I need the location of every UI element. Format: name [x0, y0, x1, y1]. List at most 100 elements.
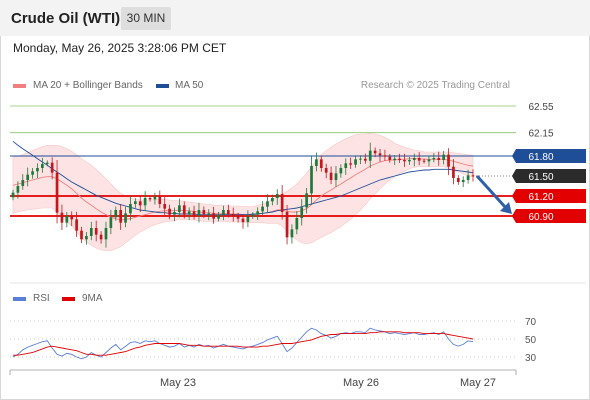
level-tag-61.20	[516, 189, 586, 203]
candle-body-68	[344, 163, 348, 168]
candle-body-4	[31, 171, 34, 175]
candle-body-92	[461, 180, 465, 182]
level-tag-61.50	[516, 169, 586, 183]
candle-body-72	[363, 158, 367, 161]
candle-body-31	[163, 204, 167, 209]
candle-body-76	[383, 155, 387, 157]
candle-body-82	[412, 158, 416, 160]
header-bar: Crude Oil (WTI) 30 MIN	[0, 0, 590, 36]
candle-body-13	[75, 219, 78, 231]
candle-body-62	[315, 159, 318, 166]
candle-body-20	[109, 217, 113, 228]
candle-body-64	[324, 168, 328, 173]
candle-body-24	[129, 204, 132, 214]
level-tag-pointer-61.80	[512, 149, 516, 163]
candle-body-29	[153, 196, 157, 200]
candle-body-2	[21, 180, 25, 186]
candle-body-55	[280, 194, 284, 212]
ma9-swatch	[62, 297, 75, 301]
candle-body-8	[50, 162, 54, 173]
candle-body-14	[80, 230, 83, 240]
candle-body-61	[310, 166, 313, 194]
rsi-tick-30: 30	[525, 353, 537, 364]
candle-body-88	[442, 154, 445, 160]
candle-body-42	[217, 214, 220, 219]
candle-body-65	[329, 172, 333, 180]
candle-body-33	[173, 212, 176, 215]
rsi-legend-label: RSI	[33, 293, 50, 304]
candle-body-32	[168, 208, 171, 215]
candle-body-53	[271, 198, 274, 202]
candle-body-94	[471, 175, 475, 177]
candle-body-19	[104, 228, 108, 240]
candle-body-63	[319, 159, 323, 168]
rsi-ma9-line	[13, 331, 474, 356]
x-tick-label-0: May 23	[160, 377, 196, 389]
candle-body-56	[285, 212, 289, 238]
level-label-62.15: 62.15	[528, 129, 553, 140]
candle-body-52	[266, 201, 269, 207]
level-label-61.80: 61.80	[528, 152, 553, 163]
candle-body-3	[26, 174, 30, 180]
candle-body-84	[422, 160, 426, 162]
candle-body-59	[300, 207, 304, 218]
candle-body-67	[339, 168, 343, 174]
forecast-arrow-head	[500, 202, 512, 214]
candle-body-47	[241, 218, 245, 222]
candle-body-90	[452, 166, 455, 178]
level-tag-pointer-60.90	[512, 209, 516, 223]
candle-body-83	[417, 158, 421, 161]
candle-body-43	[222, 210, 225, 215]
candle-body-93	[466, 175, 470, 180]
candle-body-54	[275, 194, 279, 198]
candle-body-51	[261, 206, 264, 212]
level-tag-60.90	[516, 209, 586, 223]
ma20-legend-label: MA 20 + Bollinger Bands	[33, 80, 143, 91]
level-label-61.50: 61.50	[528, 172, 553, 183]
candle-body-26	[138, 201, 142, 206]
candle-body-80	[403, 160, 406, 162]
ma9-legend-label: 9MA	[82, 293, 103, 304]
ma50-legend-label: MA 50	[175, 80, 204, 91]
candle-body-77	[388, 156, 392, 160]
candle-body-27	[143, 198, 147, 206]
candle-body-34	[178, 205, 181, 212]
instrument-title: Crude Oil (WTI)	[11, 10, 121, 27]
candle-body-12	[70, 216, 74, 220]
candle-body-40	[207, 213, 211, 215]
candle-body-21	[114, 210, 118, 218]
candle-body-5	[36, 168, 39, 172]
candle-body-86	[432, 158, 436, 160]
candle-body-60	[305, 193, 308, 208]
candle-body-81	[408, 160, 411, 162]
candle-body-18	[99, 234, 103, 240]
x-tick-label-2: May 27	[460, 377, 496, 389]
candle-body-11	[65, 216, 69, 223]
ma20-swatch	[13, 84, 26, 88]
candle-body-57	[290, 229, 294, 238]
level-tag-pointer-61.20	[512, 189, 516, 203]
level-tag-pointer-61.50	[512, 169, 516, 183]
candle-body-25	[133, 201, 137, 204]
candle-body-75	[378, 153, 382, 156]
candle-body-36	[187, 211, 191, 215]
candle-body-17	[94, 228, 98, 235]
level-tag-61.80	[516, 149, 586, 163]
level-label-60.90: 60.90	[528, 212, 553, 223]
candle-body-41	[212, 213, 215, 219]
candle-body-44	[226, 210, 230, 214]
candle-body-71	[359, 158, 362, 160]
candle-body-45	[231, 214, 235, 216]
candle-body-74	[373, 150, 377, 154]
forecast-arrow-shaft	[475, 174, 508, 210]
candle-body-73	[368, 150, 372, 161]
candle-body-22	[119, 210, 123, 223]
candle-body-78	[393, 158, 397, 160]
timestamp: Monday, May 26, 2025 3:28:06 PM CET	[13, 41, 227, 55]
interval-button[interactable]: 30 MIN	[121, 7, 171, 30]
candle-body-69	[349, 163, 353, 165]
candle-body-87	[437, 158, 441, 160]
candle-body-30	[158, 196, 162, 204]
candle-body-38	[197, 210, 201, 216]
